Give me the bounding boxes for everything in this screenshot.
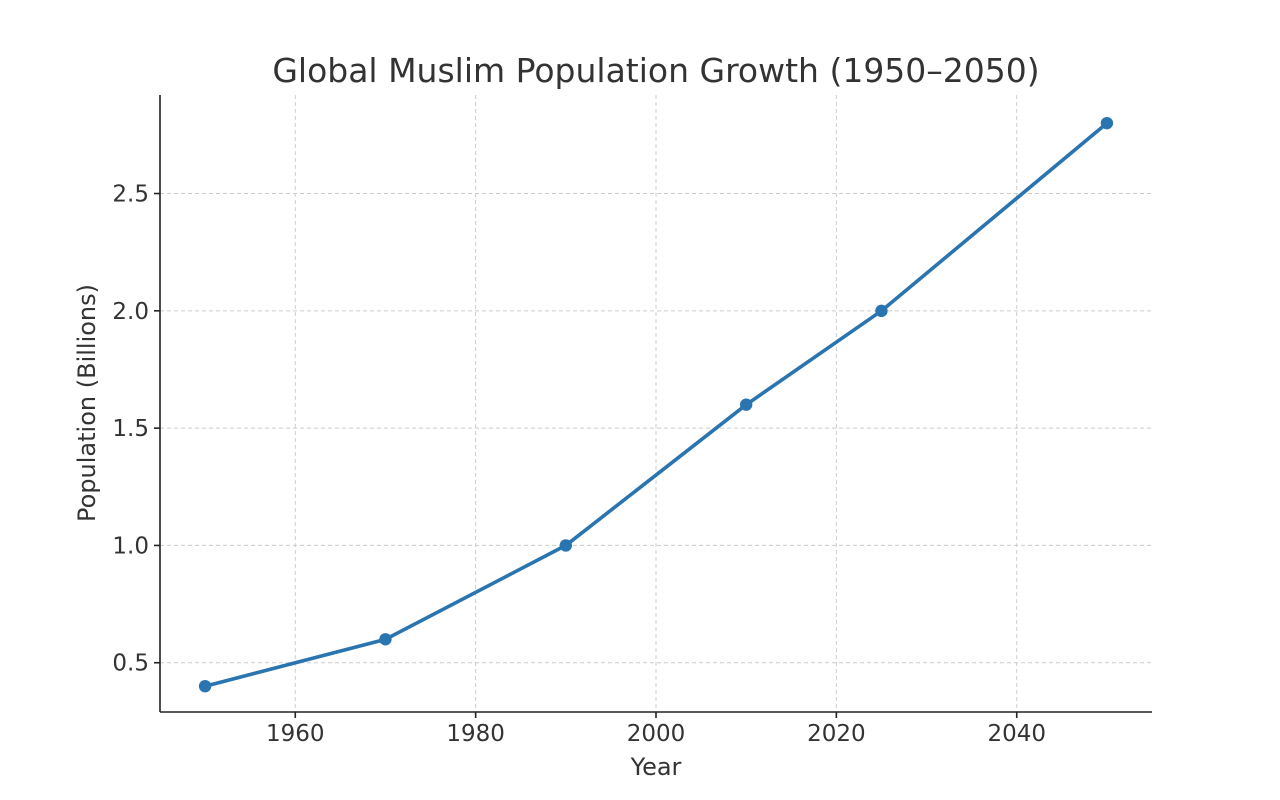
x-tick-label: 1960 — [266, 721, 325, 747]
x-tick-label: 1980 — [446, 721, 505, 747]
chart-title: Global Muslim Population Growth (1950–20… — [272, 51, 1039, 90]
series-line — [203, 121, 1109, 689]
data-point-2025 — [875, 304, 888, 318]
y-tick-label: 2.0 — [112, 299, 149, 325]
data-point-1990 — [559, 539, 573, 552]
x-tick-label: 2000 — [627, 721, 686, 747]
y-tick-label: 0.5 — [112, 651, 149, 677]
y-tick-label: 2.5 — [112, 182, 149, 208]
x-axis-label: Year — [630, 753, 682, 781]
data-point-1970 — [379, 633, 392, 646]
gridlines — [160, 95, 1152, 712]
series-group — [198, 116, 1114, 693]
data-point-2050 — [1100, 116, 1114, 130]
data-point-2010 — [739, 398, 753, 411]
y-tick-label: 1.5 — [112, 416, 149, 442]
x-tick-label: 2020 — [807, 721, 866, 747]
x-tick-label: 2040 — [987, 721, 1046, 747]
y-axis-label: Population (Billions) — [73, 284, 101, 522]
y-tick-label: 1.0 — [112, 533, 149, 559]
y-axis-ticks: 0.5 1.0 1.5 2.0 2.5 — [112, 182, 160, 677]
data-point-1950 — [198, 679, 212, 693]
x-axis-ticks: 1960 1980 2000 2020 2040 — [266, 712, 1046, 747]
